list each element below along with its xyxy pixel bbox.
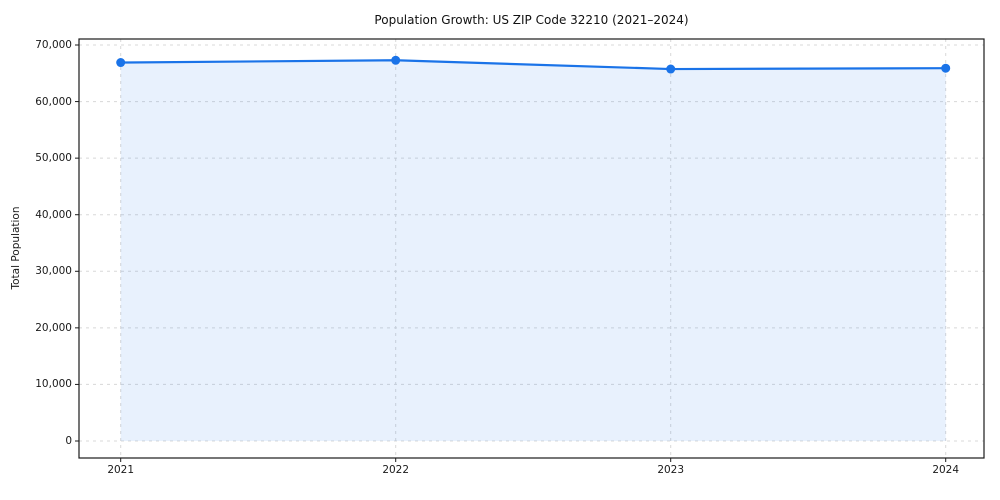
y-tick-label: 10,000 [35, 378, 72, 391]
y-tick-label: 50,000 [35, 152, 72, 165]
data-point-marker [116, 58, 126, 68]
axes-spine-box [78, 38, 985, 459]
x-tick-label: 2021 [107, 464, 135, 476]
series-line [119, 59, 947, 71]
y-tick-label: 40,000 [35, 208, 72, 221]
x-tick-label: 2023 [657, 464, 685, 476]
y-tick-label: 0 [65, 435, 72, 447]
chart-title: Population Growth: US ZIP Code 32210 (20… [374, 13, 689, 27]
series-area-fill [120, 60, 946, 442]
y-tick-label: 30,000 [35, 265, 72, 278]
x-tick-label: 2024 [932, 464, 960, 476]
data-point-marker [666, 64, 676, 74]
y-tick-label: 60,000 [35, 95, 72, 108]
y-tick-label: 70,000 [35, 39, 72, 51]
data-point-marker [391, 55, 401, 65]
x-tick-label: 2022 [382, 464, 410, 476]
y-tick-label: 20,000 [35, 321, 72, 334]
data-point-marker [941, 63, 951, 73]
